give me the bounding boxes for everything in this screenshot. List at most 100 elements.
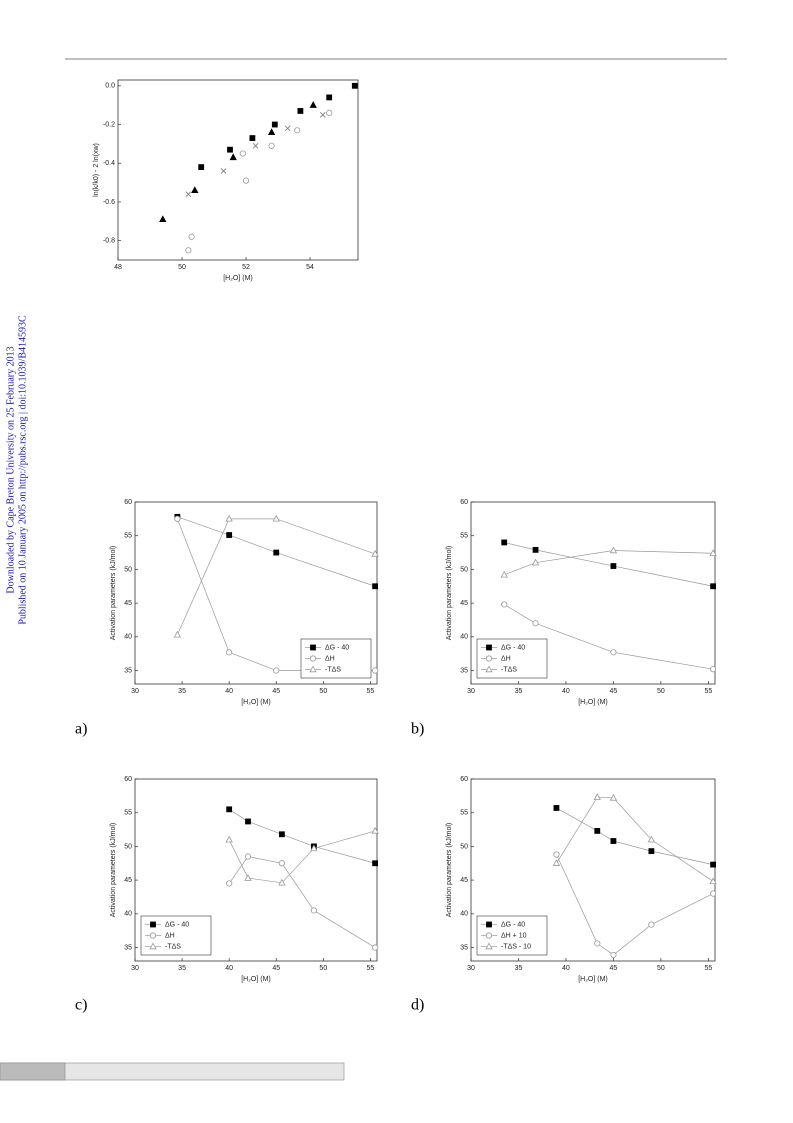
marker xyxy=(326,109,333,117)
legend-label: -TΔS xyxy=(325,666,341,673)
x-tick-label: 40 xyxy=(562,965,570,972)
series-line xyxy=(556,796,714,882)
legend-label: ΔG - 40 xyxy=(325,644,349,651)
series-line xyxy=(556,854,714,956)
y-tick-label: 50 xyxy=(460,566,468,573)
marker xyxy=(278,860,285,867)
x-axis-label: [H₂O] (M) xyxy=(578,976,608,983)
x-tick-label: 35 xyxy=(515,965,523,972)
y-tick-label: 50 xyxy=(124,843,132,850)
series-line xyxy=(504,604,714,670)
marker xyxy=(326,94,333,101)
y-tick-label: 45 xyxy=(460,600,468,607)
marker xyxy=(244,853,252,860)
marker xyxy=(272,514,280,522)
marker xyxy=(610,649,617,656)
plot-frame xyxy=(134,501,378,685)
marker xyxy=(244,874,252,881)
y-tick-label: -0.8 xyxy=(103,237,115,244)
marker xyxy=(501,601,508,608)
marker xyxy=(173,630,182,638)
marker xyxy=(226,806,233,813)
marker xyxy=(297,108,304,114)
marker xyxy=(252,143,259,149)
marker xyxy=(610,563,617,569)
y-axis-label: ln(k/k0) - 2 ln(xw) xyxy=(93,143,100,197)
y-tick-label: 40 xyxy=(124,634,132,641)
legend-label: -TΔS - 10 xyxy=(501,943,531,950)
marker xyxy=(320,112,326,118)
y-tick-label: -0.2 xyxy=(103,121,115,128)
x-tick-label: 45 xyxy=(272,688,280,695)
marker xyxy=(648,921,655,928)
marker xyxy=(225,835,233,843)
legend-marker xyxy=(485,665,493,673)
panel-label: c) xyxy=(75,997,87,1014)
x-tick-label: 50 xyxy=(319,688,327,695)
x-tick-label: 30 xyxy=(131,688,139,695)
y-tick-label: 60 xyxy=(124,499,132,506)
x-tick-label: 30 xyxy=(467,688,475,695)
marker xyxy=(226,649,233,656)
y-tick-label: -0.4 xyxy=(103,160,115,167)
footer-block xyxy=(0,1062,66,1081)
x-tick-label: 52 xyxy=(242,264,250,271)
marker xyxy=(709,549,717,556)
marker xyxy=(552,859,561,866)
series-line xyxy=(504,550,714,576)
marker xyxy=(159,215,167,223)
x-tick-label: 40 xyxy=(225,965,233,972)
x-axis-label: [H₂O] (M) xyxy=(578,699,608,706)
x-tick-label: 50 xyxy=(319,965,327,972)
marker xyxy=(273,549,280,556)
marker xyxy=(198,164,205,170)
y-tick-label: -0.6 xyxy=(103,199,115,206)
marker xyxy=(268,142,275,149)
marker xyxy=(310,844,318,852)
x-tick-label: 55 xyxy=(704,965,712,972)
y-axis-label: Activation parameters (kJ/mol) xyxy=(446,823,453,918)
marker xyxy=(267,128,276,135)
x-axis-label: [H₂O] (M) xyxy=(241,976,271,983)
series-line xyxy=(556,807,714,865)
x-tick-label: 45 xyxy=(610,965,618,972)
x-tick-label: 48 xyxy=(114,264,122,271)
x-tick-label: 35 xyxy=(515,688,523,695)
legend-label: ΔH xyxy=(165,932,175,939)
marker xyxy=(709,877,717,885)
marker xyxy=(226,532,233,538)
legend-marker xyxy=(150,921,156,928)
x-tick-label: 55 xyxy=(704,688,712,695)
series-line xyxy=(228,809,376,864)
sidebar-text: Published on 10 January 2005 on http://p… xyxy=(17,315,28,625)
marker xyxy=(249,135,256,141)
y-tick-label: 35 xyxy=(460,944,468,951)
marker xyxy=(284,125,291,132)
marker xyxy=(710,861,717,868)
y-tick-label: 35 xyxy=(124,667,132,674)
marker xyxy=(532,546,539,553)
y-tick-label: 55 xyxy=(124,533,132,540)
marker xyxy=(174,515,181,522)
x-axis-label: [H₂O] (M) xyxy=(223,275,253,282)
marker xyxy=(278,878,286,886)
legend-marker xyxy=(485,655,493,662)
legend-marker xyxy=(310,644,316,651)
x-tick-label: 35 xyxy=(178,965,186,972)
panel-label: d) xyxy=(411,997,424,1014)
marker xyxy=(372,860,379,867)
marker xyxy=(610,951,617,959)
x-tick-label: 40 xyxy=(225,688,233,695)
marker xyxy=(220,168,227,174)
marker xyxy=(647,835,656,843)
legend-label: ΔG - 40 xyxy=(501,921,525,928)
legend-label: ΔH + 10 xyxy=(501,932,527,939)
marker xyxy=(372,583,379,590)
marker xyxy=(710,583,717,590)
x-tick-label: 54 xyxy=(306,264,314,271)
plot-frame xyxy=(470,778,716,962)
x-tick-label: 40 xyxy=(562,688,570,695)
marker xyxy=(501,539,508,546)
